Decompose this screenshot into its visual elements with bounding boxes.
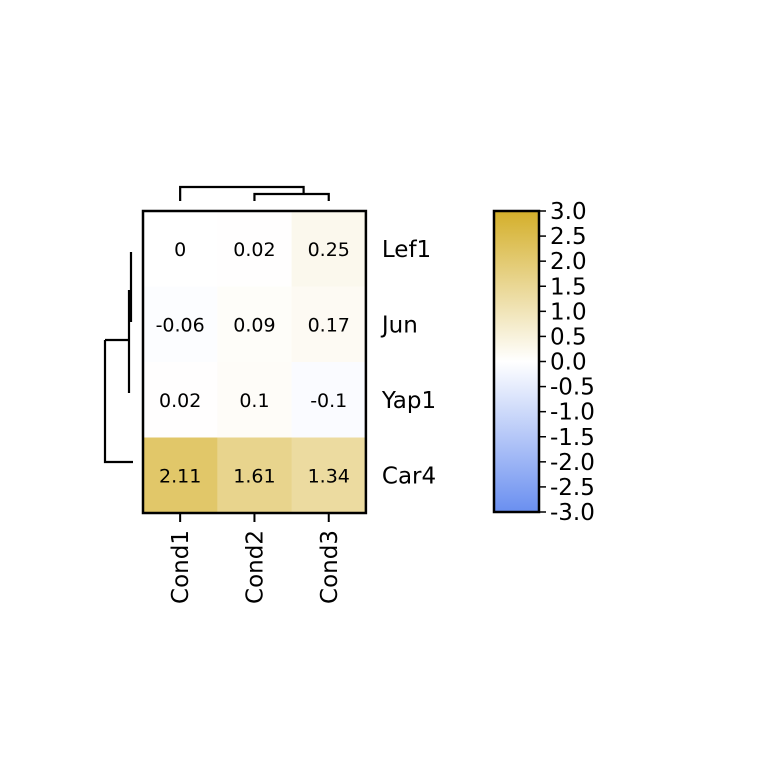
row-label: Jun	[380, 312, 418, 338]
dendrogram-branch	[179, 185, 305, 201]
cell-value-label: -0.06	[156, 314, 205, 336]
row-dendrogram	[103, 252, 133, 464]
heatmap-cell	[217, 211, 293, 287]
colorbar-tick-label: 1.0	[550, 299, 587, 325]
colorbar-tick-label: 3.0	[550, 199, 587, 225]
cell-value-label: 0.25	[308, 239, 350, 261]
colorbar-ticks: 3.02.52.01.51.00.50.0-0.5-1.0-1.5-2.0-2.…	[539, 199, 595, 526]
row-labels: Lef1 Jun Yap1 Car4	[380, 237, 436, 490]
heatmap-cell	[143, 211, 218, 287]
colorbar-tick-label: 2.0	[550, 249, 587, 275]
colorbar-tick-label: -0.5	[550, 375, 595, 401]
heatmap-cell	[217, 286, 293, 363]
colorbar-tick-label: -1.0	[550, 400, 595, 426]
row-label: Yap1	[381, 388, 436, 414]
heatmap-cell	[291, 211, 367, 287]
heatmap-cell	[143, 362, 218, 438]
cell-value-label: 0.17	[308, 314, 350, 336]
cell-value-label: 0.1	[239, 390, 269, 412]
heatmap-cell	[291, 437, 367, 514]
colorbar	[492, 209, 541, 514]
cell-value-label: 0	[174, 239, 186, 261]
row-label: Car4	[382, 463, 436, 489]
heatmap-cell	[217, 437, 293, 514]
colorbar-tick-label: 0.0	[550, 350, 587, 376]
cell-value-label: 1.61	[233, 465, 275, 487]
column-label: Cond2	[242, 530, 268, 604]
colorbar-tick-label: 0.5	[550, 324, 587, 350]
cell-value-label: 2.11	[159, 465, 201, 487]
cell-value-label: 0.09	[233, 314, 275, 336]
cell-value-label: 1.34	[308, 465, 350, 487]
heatmap-cells: 0 0.02 0.25 -0.06 0.09 0.17 0.02 0.1 -0.1 2.11 1.6…	[143, 211, 367, 514]
heatmap-cell	[291, 286, 367, 363]
colorbar-tick-label: 2.5	[550, 224, 587, 250]
colorbar-tick-label: -3.0	[550, 500, 595, 526]
dendrogram-branch	[103, 340, 133, 464]
row-label: Lef1	[382, 237, 431, 263]
colorbar-tick-label: -1.5	[550, 425, 595, 451]
column-label: Cond1	[168, 530, 194, 604]
colorbar-tick-label: -2.0	[550, 450, 595, 476]
colorbar-tick-label: -2.5	[550, 475, 595, 501]
heatmap-cell	[143, 437, 218, 514]
cell-value-label: 0.02	[233, 239, 275, 261]
cell-value-label: -0.1	[310, 390, 347, 412]
column-labels: Cond1 Cond2 Cond3	[168, 513, 343, 604]
dendrogram-branch	[253, 192, 330, 201]
colorbar-tick-label: 1.5	[550, 274, 587, 300]
column-dendrogram	[179, 185, 330, 201]
column-label: Cond3	[317, 530, 343, 604]
heatmap-cell	[217, 362, 293, 438]
cell-value-label: 0.02	[159, 390, 201, 412]
heatmap-cell	[291, 362, 367, 438]
heatmap-cell	[143, 286, 218, 363]
